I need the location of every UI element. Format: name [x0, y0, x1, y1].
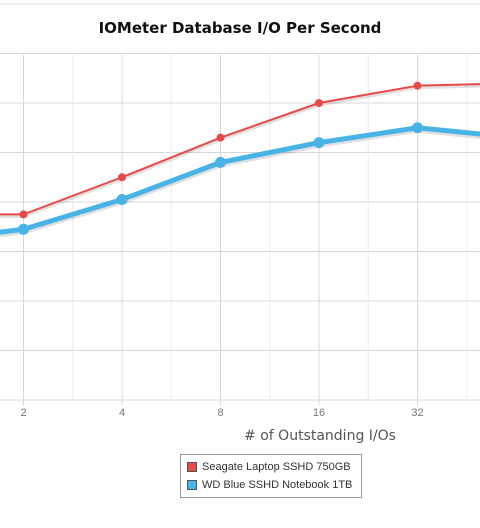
legend-item-wd[interactable]: WD Blue SSHD Notebook 1TB	[187, 478, 352, 492]
data-point	[412, 122, 423, 134]
legend-label-wd: WD Blue SSHD Notebook 1TB	[202, 479, 353, 491]
series-shadow-1	[0, 126, 480, 238]
x-tick-labels: 2 4 8 16 32	[20, 407, 423, 419]
data-point	[116, 194, 128, 206]
data-point	[413, 81, 422, 90]
x-tick-label-32: 32	[411, 407, 423, 419]
x-tick-label-16: 16	[313, 407, 325, 419]
data-point	[216, 133, 225, 142]
legend-swatch-wd	[187, 480, 197, 490]
legend-label-seagate: Seagate Laptop SSHD 750GB	[202, 461, 351, 473]
legend-swatch-seagate	[187, 462, 197, 472]
series-lines	[0, 81, 480, 238]
chart-title: IOMeter Database I/O Per Second	[98, 19, 382, 37]
data-point	[19, 210, 28, 219]
series-line-1	[0, 125, 480, 235]
data-point	[215, 156, 226, 168]
data-point	[18, 223, 29, 235]
x-axis-label: # of Outstanding I/Os	[244, 428, 396, 444]
legend: Seagate Laptop SSHD 750GB WD Blue SSHD N…	[180, 454, 362, 498]
data-point	[315, 99, 323, 107]
legend-item-seagate[interactable]: Seagate Laptop SSHD 750GB	[187, 460, 351, 474]
data-point	[118, 173, 126, 182]
gridlines	[0, 3, 480, 405]
x-tick-label-8: 8	[217, 407, 223, 419]
data-point	[313, 137, 325, 149]
x-tick-label-2: 2	[20, 407, 26, 419]
x-tick-label-4: 4	[119, 407, 125, 419]
